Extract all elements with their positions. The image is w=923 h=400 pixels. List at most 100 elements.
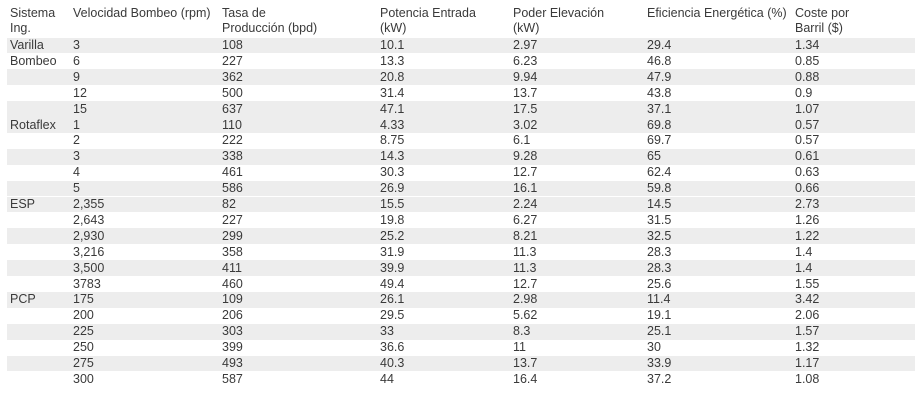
table-cell: 25.6 [647,276,672,291]
table-cell: 82 [222,197,236,211]
table-cell: 11.4 [647,292,671,307]
row-stripe [7,323,915,340]
table-cell: 399 [222,340,243,355]
header-cell: Eficiencia Energética (%) [647,6,787,20]
table-cell: 69.8 [647,117,672,132]
table-cell: 2.06 [795,308,820,323]
table-cell: 227 [222,212,243,227]
table-cell: 9.28 [513,149,538,164]
table-cell: 4 [73,165,80,180]
table-cell: 46.8 [647,53,672,68]
table-cell: 299 [222,228,243,243]
table-cell: 358 [222,244,243,259]
table-cell: 11.3 [513,244,537,259]
table-cell: 586 [222,181,243,196]
table-cell: 0.66 [795,181,820,196]
table-cell: 3 [73,38,80,52]
table-cell: 2,355 [73,197,105,211]
table-cell: 37.1 [647,101,672,116]
table-cell: 12 [73,85,87,100]
table-cell: 13.7 [513,356,538,370]
table-cell: 26.9 [380,181,405,196]
table-cell: 16.1 [513,181,538,196]
table-cell: 8.3 [513,324,531,339]
table-cell: 13.3 [380,53,405,68]
table-cell: 37.2 [647,371,672,386]
table-cell: 10.1 [380,38,405,52]
row-stripe [7,260,915,276]
table-cell: 25.2 [380,228,405,243]
table-cell: 9 [73,69,80,84]
table-cell: 0.61 [795,149,820,164]
table-cell: 65 [647,149,661,164]
row-stripe [7,37,915,54]
table-cell: 33 [380,324,394,339]
table-cell: 1.34 [795,38,820,52]
table-cell: 500 [222,85,243,100]
system-label: ESP [10,197,36,211]
table-cell: 15.5 [380,197,405,211]
header-cell: Potencia Entrada (kW) [380,6,476,35]
table-cell: 2.73 [795,197,820,211]
table-cell: 3,500 [73,260,105,275]
table-cell: 6.23 [513,53,538,68]
table-cell: 1.4 [795,244,813,259]
table-cell: 0.85 [795,53,820,68]
table-cell: 1.55 [795,276,820,291]
table-cell: 2 [73,133,80,148]
row-stripe [7,69,915,86]
table-cell: 16.4 [513,371,538,386]
table-cell: 47.1 [380,101,405,116]
row-stripe [7,180,915,197]
table-cell: 47.9 [647,69,672,84]
table-cell: 26.1 [380,292,405,307]
table-cell: 59.8 [647,181,672,196]
table-cell: 1.22 [795,228,820,243]
table-cell: 11.3 [513,260,537,275]
table-cell: 3 [73,149,80,164]
table-cell: 30 [647,340,661,355]
table-cell: 14.5 [647,197,672,211]
table-cell: 1.32 [795,340,820,355]
table-cell: 108 [222,38,243,52]
table-cell: 461 [222,165,243,180]
system-label: PCP [10,292,36,307]
table-cell: 200 [73,308,94,323]
table-cell: 19.8 [380,212,405,227]
table-cell: 43.8 [647,85,672,100]
header-cell: Poder Elevación (kW) [513,6,605,35]
table-cell: 30.3 [380,165,405,180]
table-cell: 411 [222,260,242,275]
table-cell: 36.6 [380,340,405,355]
table-cell: 44 [380,371,394,386]
table-cell: 3.42 [795,292,820,307]
table-cell: 33.9 [647,356,672,370]
table-cell: 17.5 [513,101,538,116]
table-cell: 8.75 [380,133,405,148]
row-stripe [7,101,915,117]
table-cell: 6.1 [513,133,531,148]
table-cell: 12.7 [513,276,538,291]
table-cell: 1.08 [795,371,820,386]
table-cell: 28.3 [647,244,672,259]
table-cell: 109 [222,292,243,307]
table-cell: 493 [222,356,243,370]
table-cell: 13.7 [513,85,538,100]
table-cell: 3,216 [73,244,105,259]
row-stripe [7,355,915,372]
table-cell: 0.88 [795,69,820,84]
row-stripe [7,148,915,165]
table-cell: 31.9 [380,244,405,259]
system-label: Varilla Bombeo [10,38,57,68]
table-cell: 19.1 [647,308,672,323]
table-cell: 338 [222,149,243,164]
row-stripe [7,196,915,213]
table-cell: 300 [73,371,94,386]
table-cell: 0.57 [795,117,820,132]
table-cell: 0.9 [795,85,813,100]
table-cell: 1.26 [795,212,820,227]
table-cell: 29.5 [380,308,405,323]
row-stripe [7,117,915,133]
table-cell: 1.17 [795,356,820,370]
table-cell: 29.4 [647,38,672,52]
